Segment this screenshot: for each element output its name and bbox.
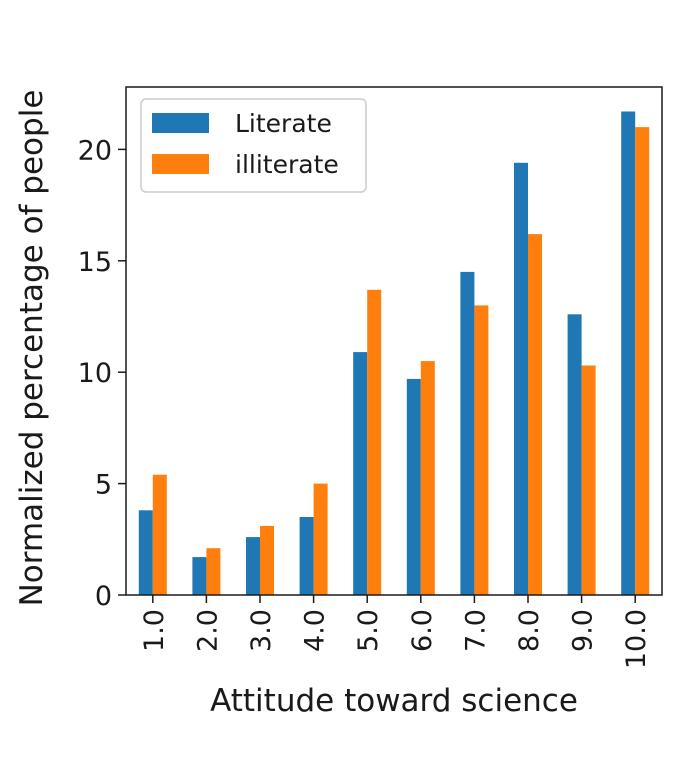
x-tick-label-7.0: 7.0	[460, 609, 491, 652]
bar-illiterate-9.0	[581, 365, 596, 595]
legend-swatch-literate	[152, 113, 209, 133]
bar-literate-4.0	[299, 517, 314, 595]
x-axis: 1.0 2.0 3.0 4.0 5.0 6.0 7.0 8.0 9.0 10.0	[139, 595, 652, 669]
legend-label-illiterate: illiterate	[235, 150, 339, 179]
bar-illiterate-1.0	[152, 474, 167, 595]
bar-literate-9.0	[567, 314, 582, 595]
y-tick-label-10: 10	[78, 358, 112, 389]
x-tick-label-4.0: 4.0	[300, 609, 331, 652]
bar-illiterate-4.0	[313, 483, 328, 595]
bar-literate-7.0	[460, 271, 475, 595]
bar-literate-1.0	[138, 510, 153, 595]
x-tick-label-10.0: 10.0	[621, 609, 652, 669]
y-tick-label-20: 20	[78, 135, 112, 166]
bar-illiterate-6.0	[420, 361, 435, 595]
y-axis-title: Normalized percentage of people	[14, 90, 50, 607]
bar-illiterate-8.0	[528, 234, 542, 595]
y-tick-label-5: 5	[95, 470, 112, 501]
bar-literate-10.0	[621, 111, 636, 595]
x-axis-title: Attitude toward science	[210, 683, 578, 719]
bar-illiterate-10.0	[635, 127, 650, 595]
legend: Literate illiterate	[140, 98, 367, 193]
bar-literate-5.0	[353, 352, 368, 595]
x-tick-label-5.0: 5.0	[353, 609, 384, 652]
x-tick-label-1.0: 1.0	[139, 609, 170, 652]
legend-label-literate: Literate	[235, 109, 332, 138]
bar-literate-8.0	[514, 162, 528, 596]
y-tick-label-15: 15	[78, 247, 112, 278]
bar-illiterate-2.0	[206, 548, 221, 595]
bar-literate-6.0	[406, 378, 421, 595]
x-tick-label-6.0: 6.0	[407, 609, 438, 652]
x-tick-label-9.0: 9.0	[568, 609, 599, 652]
bar-illiterate-5.0	[367, 289, 382, 595]
x-tick-label-2.0: 2.0	[192, 609, 223, 652]
bars-layer	[138, 111, 650, 596]
x-tick-label-3.0: 3.0	[246, 609, 277, 652]
bar-literate-3.0	[246, 537, 260, 595]
bar-illiterate-7.0	[474, 305, 489, 595]
legend-swatch-illiterate	[152, 154, 209, 174]
y-tick-label-0: 0	[95, 581, 112, 612]
plot-frame	[125, 86, 663, 596]
bar-literate-2.0	[192, 557, 207, 595]
x-tick-label-8.0: 8.0	[514, 609, 545, 652]
bar-illiterate-3.0	[260, 525, 274, 595]
y-axis: 0 5 10 15 20	[78, 135, 126, 612]
